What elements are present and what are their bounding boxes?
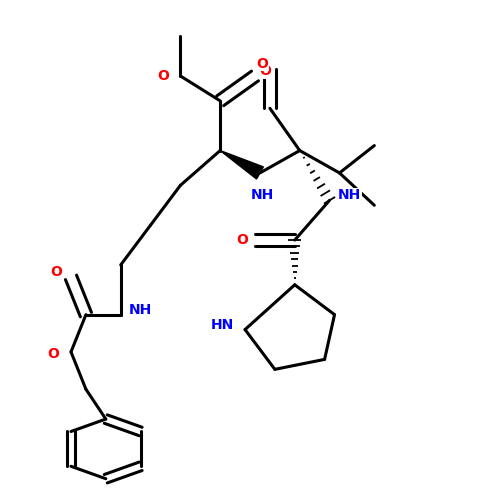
Text: O: O <box>259 64 271 78</box>
Text: O: O <box>157 69 169 83</box>
Text: NH: NH <box>251 188 274 202</box>
Text: NH: NH <box>338 188 361 202</box>
Text: O: O <box>50 266 62 280</box>
Text: HN: HN <box>211 318 234 332</box>
Text: O: O <box>48 348 60 362</box>
Polygon shape <box>220 150 264 179</box>
Text: NH: NH <box>129 302 152 316</box>
Text: O: O <box>236 233 248 247</box>
Text: O: O <box>256 56 268 70</box>
